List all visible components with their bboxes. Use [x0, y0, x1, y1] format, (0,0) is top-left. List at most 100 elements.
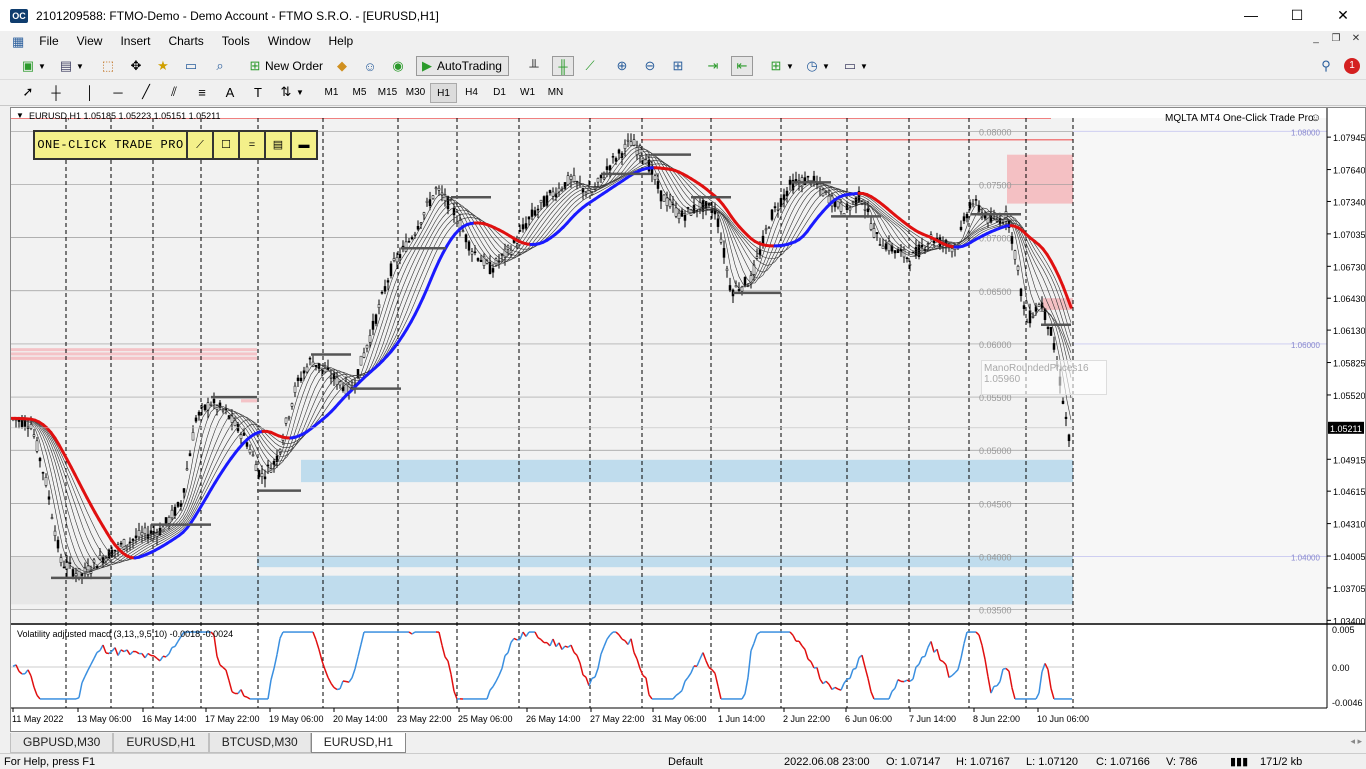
timeframe-m15[interactable]: M15	[374, 83, 401, 103]
timeframe-d1[interactable]: D1	[486, 83, 513, 103]
time-tick-label: 8 Jun 22:00	[973, 714, 1020, 724]
timeframe-m1[interactable]: M1	[318, 83, 345, 103]
fibonacci-tool[interactable]: ≡	[192, 82, 212, 102]
macd-segment	[541, 640, 544, 643]
bar-chart-button[interactable]: ╨	[524, 56, 544, 76]
menu-window[interactable]: Window	[259, 31, 320, 52]
autoscroll-button[interactable]: ⇤	[731, 56, 753, 76]
timeframe-mn[interactable]: MN	[542, 83, 569, 103]
collapse-arrow-icon[interactable]: ▼	[16, 111, 24, 120]
chart-shift-button[interactable]: ⇥	[703, 56, 723, 76]
otp-minimize-button[interactable]: ▬	[292, 130, 318, 160]
macd-segment	[607, 635, 610, 639]
trendline-tool[interactable]: ╱	[136, 82, 156, 102]
time-tick-label: 2 Jun 22:00	[783, 714, 830, 724]
crosshair-tool[interactable]: ┼	[46, 82, 66, 102]
arrows-tool[interactable]: ⇅▼	[276, 82, 304, 102]
candle-body	[525, 223, 527, 228]
indicators-button[interactable]: ⊞▼	[766, 56, 794, 76]
periods-button[interactable]: ◷▼	[802, 56, 830, 76]
equidistant-channel-tool[interactable]: ⫽	[164, 82, 184, 102]
line-chart-button[interactable]: ⟋	[580, 56, 600, 76]
metaeditor-button[interactable]: ◆	[332, 56, 352, 76]
macd-segment	[580, 663, 583, 675]
candle-body	[252, 455, 254, 456]
macd-segment	[247, 697, 250, 699]
tab-scroll-arrows[interactable]: ◂ ▸	[1350, 736, 1362, 747]
notification-button[interactable]: 1	[1344, 56, 1360, 76]
macd-segment	[340, 681, 343, 689]
zoom-in-button[interactable]: ⊕	[612, 56, 632, 76]
text-label-tool[interactable]: T	[248, 82, 268, 102]
navigator-button[interactable]: ✥	[126, 56, 146, 76]
text-tool[interactable]: A	[220, 82, 240, 102]
new-order-button[interactable]: ⊞New Order	[245, 56, 323, 76]
candle-body	[72, 569, 74, 576]
market-icon: ◉	[388, 56, 408, 76]
candle-body	[921, 245, 923, 247]
one-click-trade-title: ONE-CLICK TRADE PRO	[33, 130, 188, 160]
cursor-tool[interactable]: ➚	[18, 82, 38, 102]
child-restore-button[interactable]: ❐	[1328, 31, 1344, 47]
horizontal-line-tool[interactable]: ─	[108, 82, 128, 102]
timeframe-w1[interactable]: W1	[514, 83, 541, 103]
autotrading-button[interactable]: ▶AutoTrading	[416, 56, 509, 76]
tester-button[interactable]: ⌕	[210, 56, 230, 76]
candle-body	[246, 443, 248, 447]
macd-segment	[229, 681, 232, 692]
menu-view[interactable]: View	[68, 31, 112, 52]
search-button[interactable]: ⚲	[1316, 56, 1336, 76]
data-window-button[interactable]: ★	[153, 56, 173, 76]
market-watch-button[interactable]: ⬚	[98, 56, 118, 76]
zoom-out-button[interactable]: ⊖	[640, 56, 660, 76]
macd-segment	[550, 639, 553, 646]
menu-insert[interactable]: Insert	[111, 31, 159, 52]
market-button[interactable]: ◉	[388, 56, 408, 76]
minimize-button[interactable]: —	[1228, 0, 1274, 31]
tile-windows-button[interactable]: ⊞	[668, 56, 688, 76]
timeframe-m30[interactable]: M30	[402, 83, 429, 103]
menu-charts[interactable]: Charts	[159, 31, 212, 52]
candle-body	[48, 497, 50, 500]
timeframe-m5[interactable]: M5	[346, 83, 373, 103]
otp-equal-button[interactable]: =	[240, 130, 266, 160]
candle-body	[420, 223, 422, 224]
tab-eurusd-h1-active[interactable]: EURUSD,H1	[311, 733, 406, 753]
round-level-label: 0.08000	[979, 127, 1012, 137]
chart-menu-icon[interactable]: ▦	[0, 31, 30, 52]
menu-help[interactable]: Help	[320, 31, 363, 52]
otp-box-button[interactable]: ☐	[214, 130, 240, 160]
terminal-button[interactable]: ▭	[181, 56, 201, 76]
macd-segment	[862, 655, 865, 667]
otp-draw-button[interactable]: ⟋	[188, 130, 214, 160]
candle-body	[381, 292, 383, 293]
macd-segment	[595, 668, 598, 677]
close-button[interactable]: ✕	[1320, 0, 1366, 31]
vertical-line-tool[interactable]: │	[80, 82, 100, 102]
macd-segment	[553, 639, 556, 647]
candle-body	[543, 196, 545, 206]
candlestick-button[interactable]: ╫	[552, 56, 574, 76]
timeframe-h4[interactable]: H4	[458, 83, 485, 103]
price-tick-label: 1.03705	[1333, 584, 1365, 594]
price-tick-label: 1.06430	[1333, 294, 1365, 304]
child-close-button[interactable]: ✕	[1348, 31, 1364, 47]
candle-body	[1032, 316, 1034, 317]
signals-button[interactable]: ☺	[360, 56, 380, 76]
tab-gbpusd-m30[interactable]: GBPUSD,M30	[10, 733, 113, 753]
candle-body	[144, 528, 146, 534]
menu-tools[interactable]: Tools	[213, 31, 259, 52]
child-minimize-button[interactable]: _	[1308, 31, 1324, 47]
new-chart-button[interactable]: ▣▼	[18, 56, 46, 76]
otp-list-button[interactable]: ▤	[266, 130, 292, 160]
tab-btcusd-m30[interactable]: BTCUSD,M30	[209, 733, 311, 753]
profiles-button[interactable]: ▤▼	[56, 56, 84, 76]
tab-eurusd-h1[interactable]: EURUSD,H1	[113, 733, 208, 753]
timeframe-h1[interactable]: H1	[430, 83, 457, 103]
candle-body	[552, 192, 554, 196]
mano-tooltip-value: 1.05960	[984, 374, 1104, 385]
menu-file[interactable]: File	[30, 31, 67, 52]
maximize-button[interactable]: ☐	[1274, 0, 1320, 31]
templates-button[interactable]: ▭▼	[840, 56, 868, 76]
